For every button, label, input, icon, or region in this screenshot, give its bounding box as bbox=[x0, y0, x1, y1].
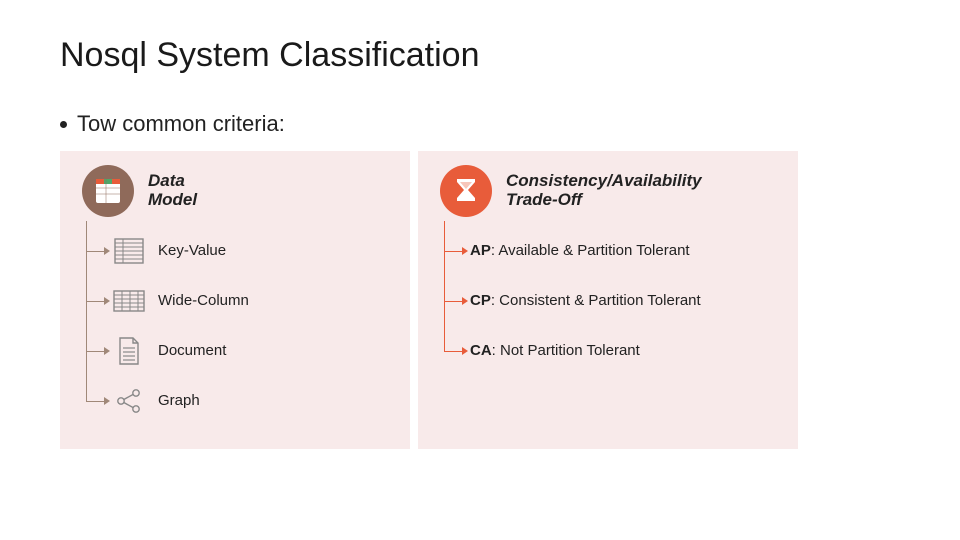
list-item: Key-Value bbox=[112, 231, 394, 271]
item-label: CA: Not Partition Tolerant bbox=[470, 342, 640, 359]
bullet-row: Tow common criteria: bbox=[60, 111, 900, 137]
panel-head-label-data-model: DataModel bbox=[148, 172, 197, 209]
connector-horizontal bbox=[86, 251, 106, 252]
datamodel-icon bbox=[82, 165, 134, 217]
graph-icon bbox=[112, 384, 146, 418]
item-label: AP: Available & Partition Tolerant bbox=[470, 242, 690, 259]
list-item: Document bbox=[112, 331, 394, 371]
connector-horizontal bbox=[444, 251, 464, 252]
panel-head-tradeoff: Consistency/AvailabilityTrade-Off bbox=[440, 165, 782, 217]
arrow-right-icon bbox=[462, 247, 468, 255]
connector-vertical bbox=[444, 221, 445, 351]
connector-horizontal bbox=[444, 301, 464, 302]
hourglass-icon bbox=[440, 165, 492, 217]
panels-row: DataModel Key-Value Wide-Column Document… bbox=[60, 151, 900, 449]
arrow-right-icon bbox=[104, 247, 110, 255]
keyvalue-icon bbox=[112, 234, 146, 268]
connector-horizontal bbox=[86, 401, 106, 402]
connector-horizontal bbox=[444, 351, 464, 352]
list-item: AP: Available & Partition Tolerant bbox=[470, 231, 782, 271]
arrow-right-icon bbox=[104, 347, 110, 355]
item-label: CP: Consistent & Partition Tolerant bbox=[470, 292, 701, 309]
slide: Nosql System Classification Tow common c… bbox=[0, 0, 960, 540]
arrow-right-icon bbox=[104, 297, 110, 305]
widecolumn-icon bbox=[112, 284, 146, 318]
item-label: Key-Value bbox=[158, 242, 226, 259]
page-title: Nosql System Classification bbox=[60, 36, 900, 75]
item-label: Wide-Column bbox=[158, 292, 249, 309]
tree-tradeoff: AP: Available & Partition Tolerant CP: Co… bbox=[440, 231, 782, 371]
arrow-right-icon bbox=[104, 397, 110, 405]
list-item: CP: Consistent & Partition Tolerant bbox=[470, 281, 782, 321]
arrow-right-icon bbox=[462, 297, 468, 305]
bullet-text: Tow common criteria: bbox=[77, 111, 285, 137]
item-label: Document bbox=[158, 342, 226, 359]
item-label: Graph bbox=[158, 392, 200, 409]
panel-head-label-tradeoff: Consistency/AvailabilityTrade-Off bbox=[506, 172, 702, 209]
list-item: Wide-Column bbox=[112, 281, 394, 321]
connector-vertical bbox=[86, 221, 87, 401]
arrow-right-icon bbox=[462, 347, 468, 355]
list-item: CA: Not Partition Tolerant bbox=[470, 331, 782, 371]
document-icon bbox=[112, 334, 146, 368]
connector-horizontal bbox=[86, 301, 106, 302]
panel-data-model: DataModel Key-Value Wide-Column Document… bbox=[60, 151, 410, 449]
bullet-dot-icon bbox=[60, 121, 67, 128]
connector-horizontal bbox=[86, 351, 106, 352]
list-item: Graph bbox=[112, 381, 394, 421]
panel-tradeoff: Consistency/AvailabilityTrade-Off AP: Ava… bbox=[418, 151, 798, 449]
tree-data-model: Key-Value Wide-Column Document Graph bbox=[82, 231, 394, 421]
panel-head-data-model: DataModel bbox=[82, 165, 394, 217]
